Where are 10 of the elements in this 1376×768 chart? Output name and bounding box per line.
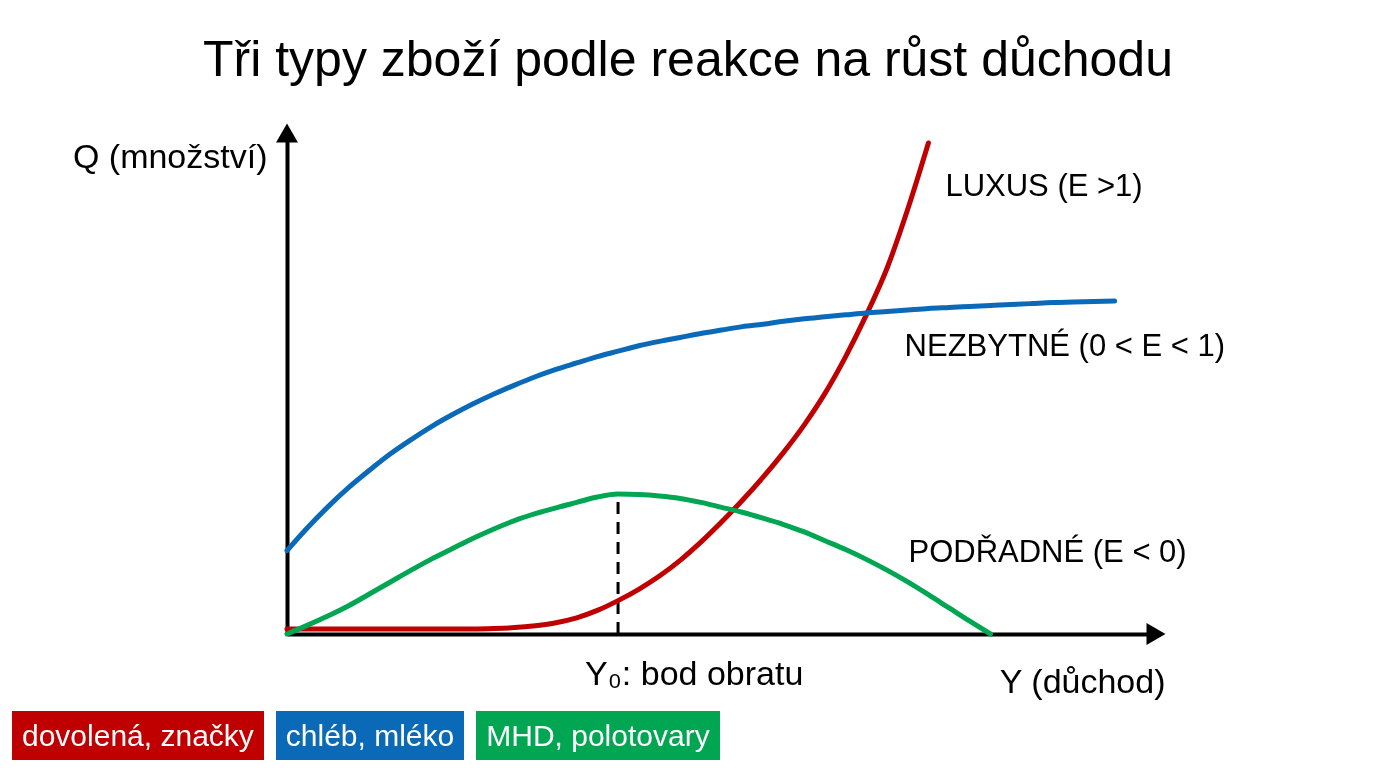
text: Y₀: bod obratu	[585, 654, 804, 692]
chart-title: Tři typy zboží podle reakce na růst důchodu	[203, 30, 1173, 87]
label-box: MHD, polotovary	[476, 711, 720, 760]
series-label: NEZBYTNÉ (0 < E < 1)	[904, 328, 1226, 364]
label-box: chléb, mléko	[275, 711, 465, 760]
series-label: LUXUS (E >1)	[945, 168, 1143, 204]
y-axis-title: Q (množství)	[72, 136, 268, 175]
label-box: dovolená, značky	[12, 711, 264, 760]
series-label: PODŘADNÉ (E < 0)	[908, 534, 1187, 569]
x-axis-title: Y (důchod)	[999, 661, 1166, 700]
